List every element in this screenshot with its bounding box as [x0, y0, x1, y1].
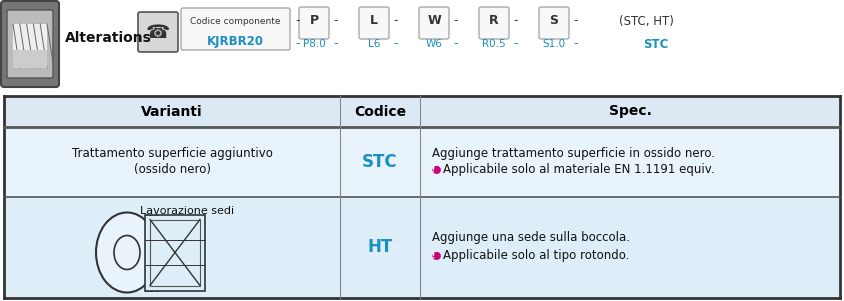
Text: L6: L6	[368, 39, 380, 49]
Bar	[150, 219, 200, 286]
Text: -: -	[333, 14, 338, 27]
Text: Trattamento superficie aggiuntivo: Trattamento superficie aggiuntivo	[72, 147, 273, 160]
Text: L: L	[370, 14, 378, 27]
Text: -: -	[454, 14, 458, 27]
Text: R: R	[490, 14, 499, 27]
Text: S: S	[549, 14, 559, 27]
Text: (STC, HT): (STC, HT)	[619, 14, 674, 27]
Text: -: -	[574, 38, 578, 51]
Text: HT: HT	[367, 238, 392, 256]
Text: !: !	[432, 167, 436, 173]
Text: STC: STC	[362, 153, 398, 171]
FancyBboxPatch shape	[138, 12, 178, 52]
Text: P8.0: P8.0	[303, 39, 326, 49]
FancyBboxPatch shape	[479, 7, 509, 39]
Text: ⬤: ⬤	[432, 166, 441, 175]
Text: -: -	[394, 14, 398, 27]
Text: Codice: Codice	[354, 104, 406, 119]
Text: ⬤: ⬤	[432, 251, 441, 260]
Bar	[13, 50, 47, 68]
Text: (ossido nero): (ossido nero)	[133, 163, 210, 176]
FancyBboxPatch shape	[419, 7, 449, 39]
Text: -: -	[295, 38, 300, 51]
FancyBboxPatch shape	[181, 8, 290, 50]
Ellipse shape	[96, 213, 158, 293]
Text: R0.5: R0.5	[482, 39, 506, 49]
Text: 0.5: 0.5	[154, 216, 168, 225]
Bar	[4, 197, 840, 298]
Ellipse shape	[114, 235, 140, 269]
Bar	[145, 215, 205, 290]
Text: STC: STC	[643, 38, 668, 51]
FancyBboxPatch shape	[1, 1, 59, 87]
FancyBboxPatch shape	[7, 10, 53, 78]
Text: Lavorazione sedi: Lavorazione sedi	[140, 206, 234, 216]
FancyBboxPatch shape	[359, 7, 389, 39]
Text: Aggiunge una sede sulla boccola.: Aggiunge una sede sulla boccola.	[432, 231, 630, 244]
Text: -: -	[514, 14, 518, 27]
FancyBboxPatch shape	[539, 7, 569, 39]
Text: Applicabile solo al materiale EN 1.1191 equiv.: Applicabile solo al materiale EN 1.1191 …	[443, 163, 715, 176]
Text: -: -	[454, 38, 458, 51]
Text: Spec.: Spec.	[609, 104, 652, 119]
Text: W: W	[427, 14, 441, 27]
FancyBboxPatch shape	[299, 7, 329, 39]
Text: -: -	[574, 14, 578, 27]
Text: KJRBR20: KJRBR20	[207, 36, 263, 48]
Bar	[4, 96, 840, 127]
Text: Codice componente: Codice componente	[190, 17, 280, 26]
Text: ☎: ☎	[146, 23, 170, 42]
Text: -: -	[514, 38, 518, 51]
Bar	[13, 24, 47, 68]
Text: -: -	[394, 38, 398, 51]
Text: Alterations: Alterations	[65, 31, 152, 45]
Text: Varianti: Varianti	[141, 104, 203, 119]
Bar	[4, 96, 840, 298]
Text: -: -	[333, 38, 338, 51]
Text: W6: W6	[425, 39, 442, 49]
Text: P: P	[310, 14, 318, 27]
Text: Applicabile solo al tipo rotondo.: Applicabile solo al tipo rotondo.	[443, 249, 630, 262]
Text: -: -	[295, 14, 300, 27]
Text: Aggiunge trattamento superficie in ossido nero.: Aggiunge trattamento superficie in ossid…	[432, 147, 715, 160]
Text: !: !	[432, 253, 436, 259]
Text: S1.0: S1.0	[543, 39, 565, 49]
